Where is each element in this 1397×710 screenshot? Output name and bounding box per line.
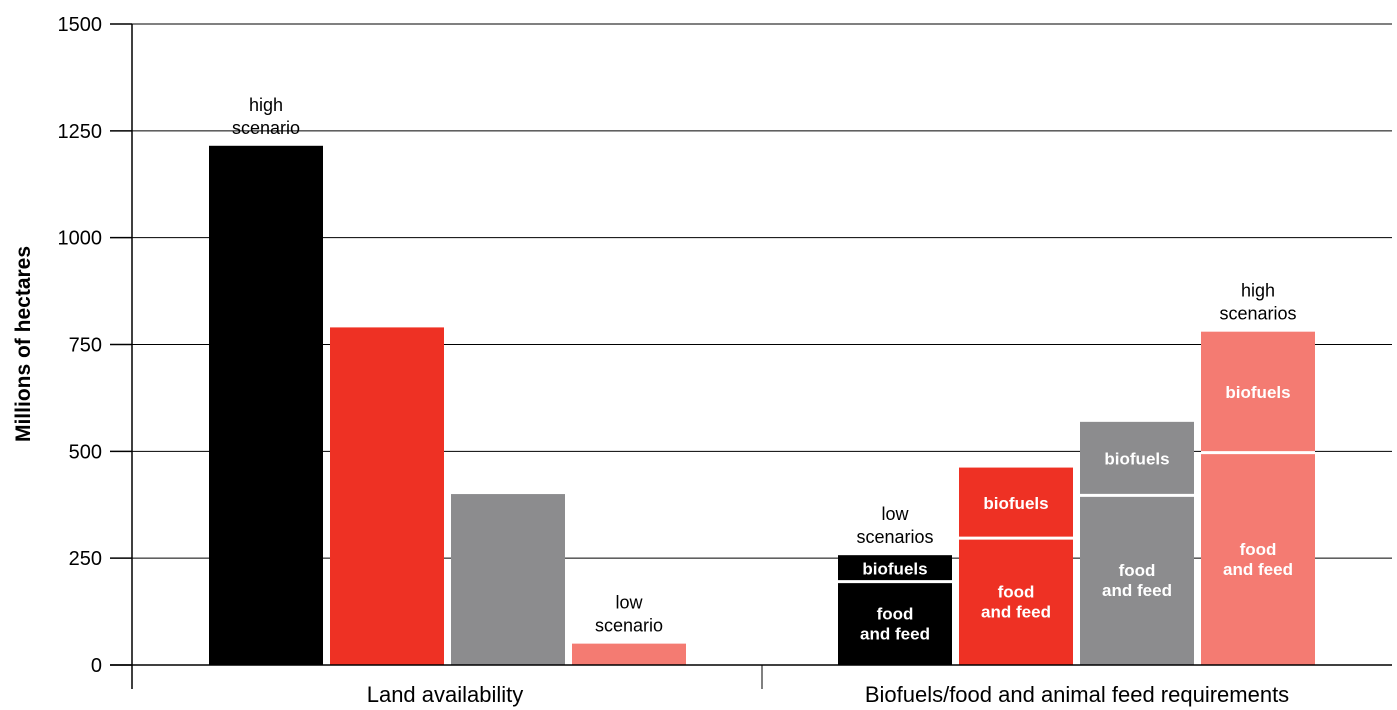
bar-segment-food-and-feed-4 [1201,452,1315,665]
segment-labels: food and feed biofuels food and feed biofuels… [860,383,1293,643]
group-label-requirements: Biofuels/food and animal feed requiremen… [865,682,1289,707]
segment-label-food-and-feed-1: food and feed [860,604,930,643]
bar-land-availability-1 [209,145,323,666]
annotation-high-scenario: high scenario [232,95,300,138]
segment-label-food-and-feed-4: food and feed [1223,540,1293,579]
segment-label-biofuels-2: biofuels [983,494,1048,513]
segment-label-biofuels-1: biofuels [862,559,927,578]
y-tick-label-0: 0 [91,655,102,677]
axes [110,24,1392,689]
y-axis-label: Millions of hectares [12,246,35,442]
y-tick-label-1000: 1000 [58,228,103,250]
y-tick-label-500: 500 [69,441,102,463]
bar-segment-food-and-feed-3 [1080,495,1194,665]
segment-label-food-and-feed-2: food and feed [981,583,1051,622]
bar-land-availability-2 [330,327,444,665]
annotation-low-scenarios: low scenarios [856,504,933,547]
bar-segment-biofuels-1 [838,555,952,582]
bars [209,145,1315,666]
bar-land-availability-4 [572,643,686,665]
y-axis-ticks: 0 250 500 750 1000 1250 1500 [58,14,132,677]
bar-segment-food-and-feed-2 [959,538,1073,665]
y-tick-label-250: 250 [69,548,102,570]
group-label-land-availability: Land availability [367,682,524,707]
y-tick-label-1500: 1500 [58,14,103,36]
annotation-high-scenarios: high scenarios [1219,281,1296,324]
segment-label-biofuels-3: biofuels [1104,450,1169,469]
bar-segment-biofuels-4 [1201,331,1315,453]
segment-label-biofuels-4: biofuels [1225,383,1290,402]
bar-land-availability-3 [451,494,565,665]
annotation-low-scenario: low scenario [595,593,663,636]
y-tick-label-1250: 1250 [58,121,103,143]
annotations: high scenario low scenario low scenarios high s… [232,95,1297,636]
bar-segment-biofuels-3 [1080,421,1194,496]
y-tick-label-750: 750 [69,335,102,357]
segment-label-food-and-feed-3: food and feed [1102,561,1172,600]
bar-segment-food-and-feed-1 [838,581,952,665]
bar-segment-biofuels-2 [959,467,1073,539]
